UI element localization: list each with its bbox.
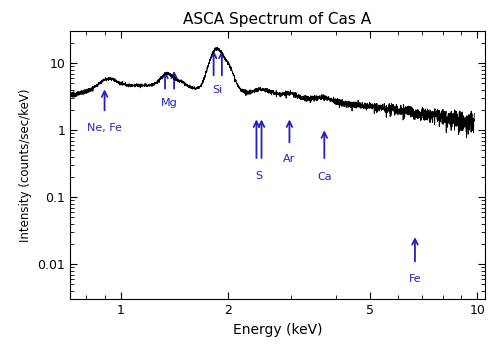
Text: Si: Si [212, 85, 223, 95]
X-axis label: Energy (keV): Energy (keV) [233, 323, 322, 337]
Y-axis label: Intensity (counts/sec/keV): Intensity (counts/sec/keV) [18, 88, 32, 242]
Text: Ca: Ca [317, 172, 332, 182]
Text: Mg: Mg [161, 98, 178, 108]
Text: Fe: Fe [408, 274, 422, 284]
Text: Ar: Ar [284, 153, 296, 164]
Text: S: S [256, 171, 262, 181]
Title: ASCA Spectrum of Cas A: ASCA Spectrum of Cas A [184, 13, 372, 27]
Text: Ne, Fe: Ne, Fe [87, 122, 122, 133]
